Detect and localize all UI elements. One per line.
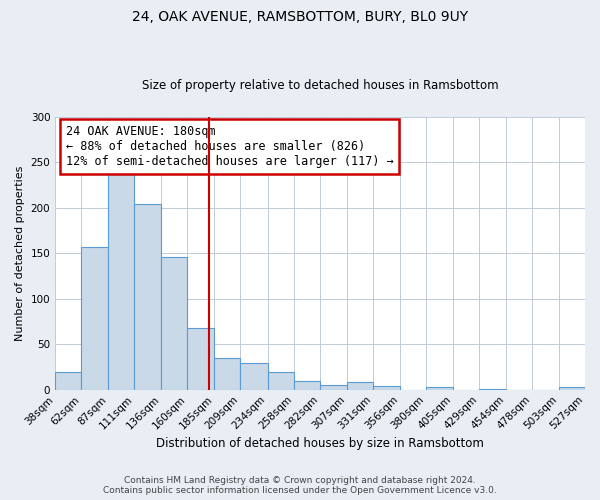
- X-axis label: Distribution of detached houses by size in Ramsbottom: Distribution of detached houses by size …: [156, 437, 484, 450]
- Bar: [81, 247, 108, 390]
- Bar: [161, 257, 187, 390]
- Bar: [347, 382, 373, 390]
- Bar: [320, 385, 347, 390]
- Text: 24, OAK AVENUE, RAMSBOTTOM, BURY, BL0 9UY: 24, OAK AVENUE, RAMSBOTTOM, BURY, BL0 9U…: [132, 10, 468, 24]
- Bar: [373, 386, 400, 390]
- Y-axis label: Number of detached properties: Number of detached properties: [15, 166, 25, 341]
- Bar: [55, 372, 81, 390]
- Bar: [187, 328, 214, 390]
- Text: 24 OAK AVENUE: 180sqm
← 88% of detached houses are smaller (826)
12% of semi-det: 24 OAK AVENUE: 180sqm ← 88% of detached …: [66, 125, 394, 168]
- Bar: [214, 358, 241, 390]
- Bar: [293, 380, 320, 390]
- Bar: [268, 372, 293, 390]
- Bar: [134, 204, 161, 390]
- Bar: [559, 387, 585, 390]
- Bar: [426, 387, 453, 390]
- Bar: [241, 364, 268, 390]
- Bar: [479, 389, 506, 390]
- Bar: [108, 162, 134, 390]
- Title: Size of property relative to detached houses in Ramsbottom: Size of property relative to detached ho…: [142, 79, 499, 92]
- Text: Contains HM Land Registry data © Crown copyright and database right 2024.
Contai: Contains HM Land Registry data © Crown c…: [103, 476, 497, 495]
